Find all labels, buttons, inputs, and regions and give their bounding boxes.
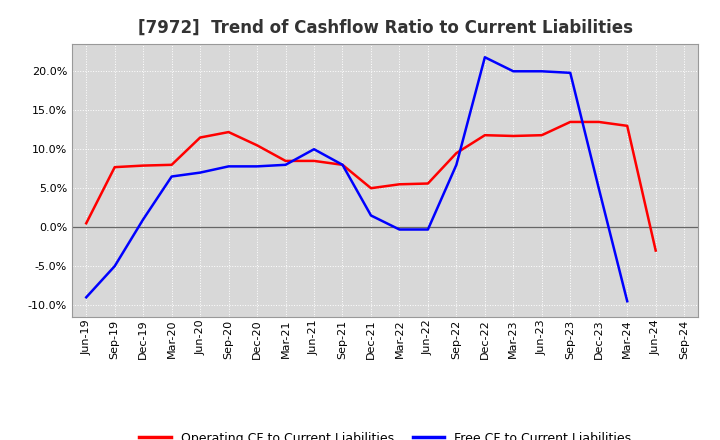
- Legend: Operating CF to Current Liabilities, Free CF to Current Liabilities: Operating CF to Current Liabilities, Fre…: [135, 427, 636, 440]
- Title: [7972]  Trend of Cashflow Ratio to Current Liabilities: [7972] Trend of Cashflow Ratio to Curren…: [138, 19, 633, 37]
